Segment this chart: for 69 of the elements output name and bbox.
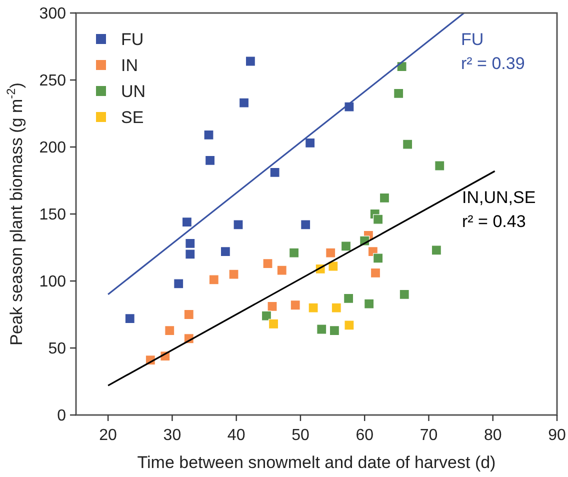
point: [300, 220, 311, 230]
annotation: r² = 0.39: [461, 54, 525, 73]
point: [364, 298, 374, 309]
point: [326, 248, 336, 258]
point: [305, 138, 316, 148]
point: [238, 98, 250, 108]
x-tick-label: 20: [99, 427, 118, 444]
point: [340, 241, 352, 252]
point: [328, 261, 338, 272]
point: [245, 56, 256, 66]
legend-label: IN: [121, 56, 138, 75]
point: [431, 245, 442, 256]
point: [261, 310, 272, 321]
point: [394, 88, 404, 98]
point: [174, 278, 184, 289]
point: [344, 293, 354, 304]
series-label: FU: [461, 30, 484, 49]
point: [270, 167, 280, 178]
point: [373, 214, 384, 224]
x-tick-label: 80: [484, 427, 502, 444]
point: [208, 274, 219, 285]
point: [185, 249, 196, 260]
y-tick-label: 300: [39, 6, 66, 22]
x-axis-title: Time between snowmelt and date of harvest (d): [137, 453, 496, 472]
x-tick-label: 30: [163, 427, 182, 444]
point: [399, 289, 410, 300]
point: [124, 313, 135, 324]
point: [402, 139, 413, 150]
point: [164, 326, 175, 336]
point: [228, 269, 239, 280]
y-tick-label: 100: [39, 274, 66, 290]
annotation: r² = 0.43: [462, 212, 526, 232]
point: [344, 102, 354, 112]
point: [370, 268, 381, 278]
point: [262, 258, 273, 269]
point: [204, 155, 216, 166]
point: [182, 216, 192, 228]
legend-label: FU: [121, 30, 144, 49]
point: [267, 301, 278, 312]
point: [220, 246, 230, 257]
point: [373, 253, 384, 264]
point: [276, 265, 287, 276]
point: [268, 318, 279, 329]
point: [434, 160, 445, 171]
y-tick-label: 150: [39, 206, 66, 224]
point: [233, 220, 244, 230]
point: [329, 326, 340, 336]
x-tick-label: 60: [356, 427, 374, 444]
point: [379, 192, 390, 203]
point: [289, 248, 300, 258]
y-tick-label: 250: [39, 72, 66, 90]
y-tick-label: 200: [39, 140, 66, 156]
x-tick-label: 40: [227, 427, 246, 444]
point: [290, 300, 300, 310]
series-label: IN,UN,SE: [462, 188, 536, 208]
y-tick-label: 0: [57, 408, 66, 424]
x-tick-label: 70: [420, 427, 438, 444]
point: [308, 302, 318, 313]
legend-label: UN: [121, 82, 146, 101]
y-tick-label: 50: [48, 340, 66, 358]
point: [331, 302, 342, 313]
point: [204, 130, 214, 140]
point: [316, 324, 327, 334]
legend-label: SE: [121, 108, 144, 127]
x-tick-label: 90: [548, 427, 566, 444]
point: [185, 238, 196, 249]
point: [344, 320, 354, 330]
x-tick-label: 50: [292, 427, 310, 444]
point: [184, 309, 194, 320]
